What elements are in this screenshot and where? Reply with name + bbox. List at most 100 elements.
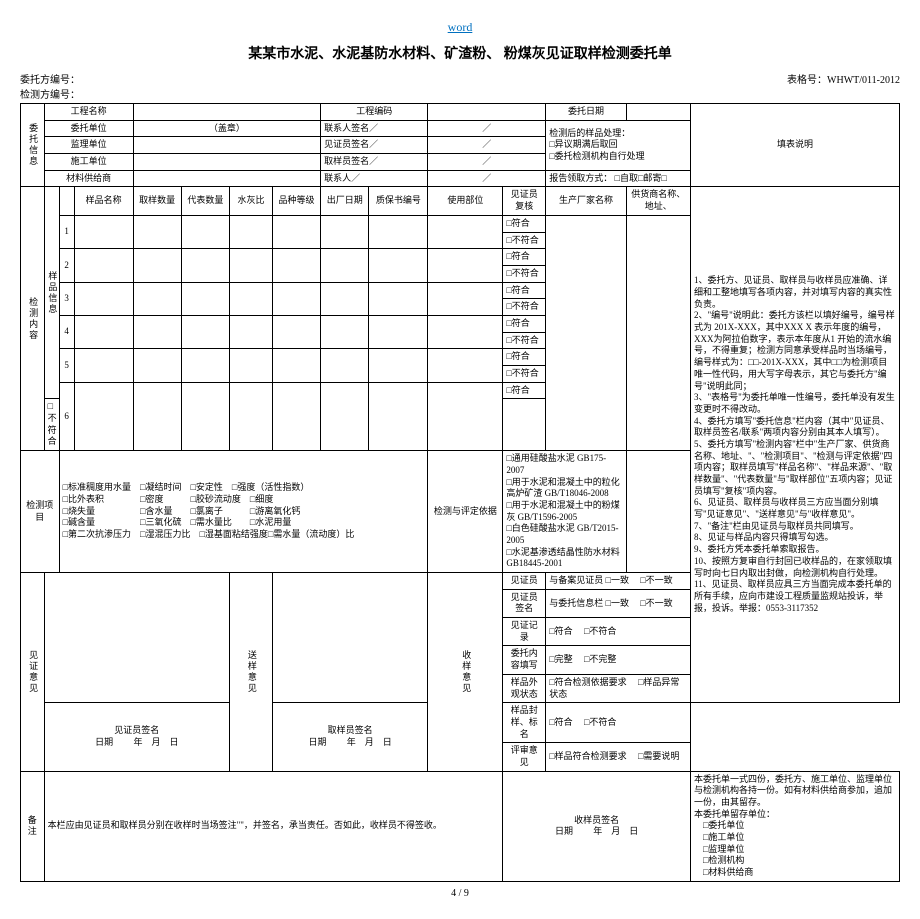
rsb-date-lbl: 日期 (555, 826, 573, 836)
ro-ro-no: □需要说明 (638, 751, 679, 761)
ssb-lbl: 取样员签名 (328, 725, 373, 735)
ti-row5: □第二次抗渗压力 □湿混压力比 □湿基面粘结强度□需水量（流动度）比 (63, 529, 355, 539)
lbl-seal: （盖章） (133, 120, 321, 137)
instr-5: 5、委托方填写"检测内容"栏中"生产厂家、供货商名称、地址、"、"检测项目"、"… (694, 439, 892, 496)
row-num-3: 3 (59, 282, 74, 315)
instr-7: 7、"备注"栏由见证员与取样员共同填写。 (694, 521, 859, 531)
ro-ss-yes: □符合 (549, 717, 572, 727)
r1-notconform: □不符合 (503, 232, 546, 249)
row-num-5: 5 (59, 349, 74, 382)
lbl-supervise-unit: 监理单位 (44, 137, 133, 154)
header-link: word (20, 20, 900, 35)
ro-wr-no: □不符合 (584, 626, 616, 636)
ro-ss-val: □符合 □不符合 (546, 703, 691, 743)
meta-row: 委托方编号： 检测方编号： 表格号：WHWT/011-2012 (20, 71, 900, 101)
test-no-label: 检测方编号： (20, 86, 80, 101)
lbl-fill-instructions: 填表说明 (690, 104, 899, 187)
section-remark: 备注 (21, 771, 45, 881)
ro-ec-yes: □完整 (549, 654, 572, 664)
ro-sample-seal: 样品封样、标名 (503, 703, 546, 743)
receiver-sign-block: 收样员签名 日期 年 月 日 (503, 771, 691, 881)
form-no-label: 表格号： (787, 75, 827, 86)
col-sample-qty: 取样数量 (133, 187, 181, 215)
row-num-1: 1 (59, 215, 74, 248)
lbl-entrust-date: 委托日期 (546, 104, 626, 121)
test-items-content: □标准稠度用水量 □凝结时间 □安定性 □强度（活性指数） □比外表积 □密度 … (59, 451, 428, 573)
ro-witness-val: 与备案见证员 □一致 □不一致 (546, 573, 691, 590)
form-no: WHWT/011-2012 (827, 75, 900, 86)
row-num-2: 2 (59, 249, 74, 282)
rst-l2: 本委托单留存单位： (694, 809, 775, 819)
ro-sa-val: □符合检测依据要求 □样品异常状态 (546, 674, 691, 702)
std-4: □白色硅酸盐水泥 GB/T2015-2005 (506, 523, 618, 545)
std-2: □用于水泥和混凝土中的粒化高炉矿渣 GB/T18046-2008 (506, 477, 619, 499)
ro-witness-record: 见证记录 (503, 618, 546, 646)
ro-wr-yes: □符合 (549, 626, 572, 636)
rst-l1: 本委托单一式四份，委托方、施工单位、监理单位与检测机构各持一份。如有材料供给商参… (694, 774, 892, 807)
rst-o5: □材料供给商 (703, 867, 753, 877)
ro-ro-yes: □样品符合检测要求 (549, 751, 626, 761)
rst-o2: □施工单位 (703, 832, 744, 842)
ro-wc-lbl: 与备案见证员 (549, 575, 603, 585)
lbl-material-supplier: 材料供给商 (44, 170, 133, 187)
ro-witness-sign: 见证员签名 (503, 589, 546, 617)
r4-conform: □符合 (503, 315, 546, 332)
r6-notconform: □不符合 (44, 399, 59, 451)
witness-sign-block: 见证员签名 日期 年 月 日 (44, 703, 229, 771)
lbl-sampler-sign: 取样员签名／ (321, 154, 428, 171)
col-rep-qty: 代表数量 (181, 187, 229, 215)
ro-wc-yes: □一致 (606, 575, 629, 585)
col-water-ash: 水灰比 (230, 187, 273, 215)
r4-notconform: □不符合 (503, 332, 546, 349)
section-witness-op: 见证意见 (21, 573, 45, 772)
r5-conform: □符合 (503, 349, 546, 366)
rsb-date-fmt: 年 月 日 (593, 826, 638, 836)
ro-review-opinion: 评审意见 (503, 743, 546, 771)
ro-ec-no: □不完整 (584, 654, 616, 664)
post-test-label: 检测后的样品处理： (549, 128, 630, 138)
rst-o3: □监理单位 (703, 844, 744, 854)
ro-ws-val: 与委托信息栏 □一致 □不一致 (546, 589, 691, 617)
wsb-date-lbl: 日期 (95, 737, 113, 747)
post-test-block: 检测后的样品处理： □异议期满后取回 □委托检测机构自行处理 (546, 120, 691, 170)
page-title: 某某市水泥、水泥基防水材料、矿渣粉、 粉煤灰见证取样检测委托单 (20, 43, 900, 63)
r6-conform: □符合 (503, 382, 546, 399)
main-table: 委托信息 工程名称 工程编码 委托日期 填表说明 委托单位 （盖章） 联系人签名… (20, 103, 900, 882)
r2-notconform: □不符合 (503, 265, 546, 282)
instr-3: 3、"表格号"为委托单唯一性编号，委托单没有发生变更时不得改动。 (694, 392, 895, 414)
col-witness-recheck: 见证员复核 (503, 187, 546, 215)
rst-o4: □检测机构 (703, 855, 744, 865)
ti-row1: □标准稠度用水量 □凝结时间 □安定性 □强度（活性指数） (63, 482, 310, 492)
report-method-label: 报告领取方式： (549, 173, 612, 183)
std-1: □通用硅酸盐水泥 GB175-2007 (506, 453, 606, 475)
ro-sample-appearance: 样品外观状态 (503, 674, 546, 702)
slash2: ／ (428, 137, 546, 154)
ro-ss-no: □不符合 (584, 717, 616, 727)
ro-eic-no: □不一致 (640, 598, 672, 608)
sampler-sign-block: 取样员签名 日期 年 月 日 (272, 703, 427, 771)
wsb-date-fmt: 年 月 日 (133, 737, 178, 747)
ro-wr-val: □符合 □不符合 (546, 618, 691, 646)
col-use-part: 使用部位 (428, 187, 503, 215)
instr-8: 8、见证与样品内容只得填写勾选。 (694, 532, 834, 542)
instr-6: 6、见证员、取样员与收样员三方应当面分别填写"见证意见"、"送样意见"与"收样意… (694, 497, 879, 519)
lbl-project-name: 工程名称 (44, 104, 133, 121)
ro-ro-val: □样品符合检测要求 □需要说明 (546, 743, 691, 771)
r1-conform: □符合 (503, 215, 546, 232)
slash3: ／ (428, 154, 546, 171)
page-footer: 4 / 9 (20, 888, 900, 899)
lbl-test-items: 检测项目 (21, 451, 60, 573)
section-send-op: 送样意见 (230, 573, 273, 772)
r3-conform: □符合 (503, 282, 546, 299)
std-3: □用于水泥和混凝土中的粉煤灰 GB/T1596-2005 (506, 500, 619, 522)
ro-sa-yes: □符合检测依据要求 (549, 677, 626, 687)
lbl-project-code: 工程编码 (321, 104, 428, 121)
lbl-contact: 联系人／ (321, 170, 428, 187)
instructions-cell: 1、委托方、见证员、取样员与收样员应准确、详细和工整地填写各项内容，并对填写内容… (690, 187, 899, 703)
row-num-6: 6 (59, 382, 74, 450)
post-test-opt2: □委托检测机构自行处理 (549, 151, 644, 161)
section-sample-info: 样品信息 (44, 187, 59, 399)
col-supplier-info: 供货商名称、地址、 (626, 187, 690, 215)
report-opt: □自取□邮寄□ (615, 173, 667, 183)
ro-witness: 见证员 (503, 573, 546, 590)
